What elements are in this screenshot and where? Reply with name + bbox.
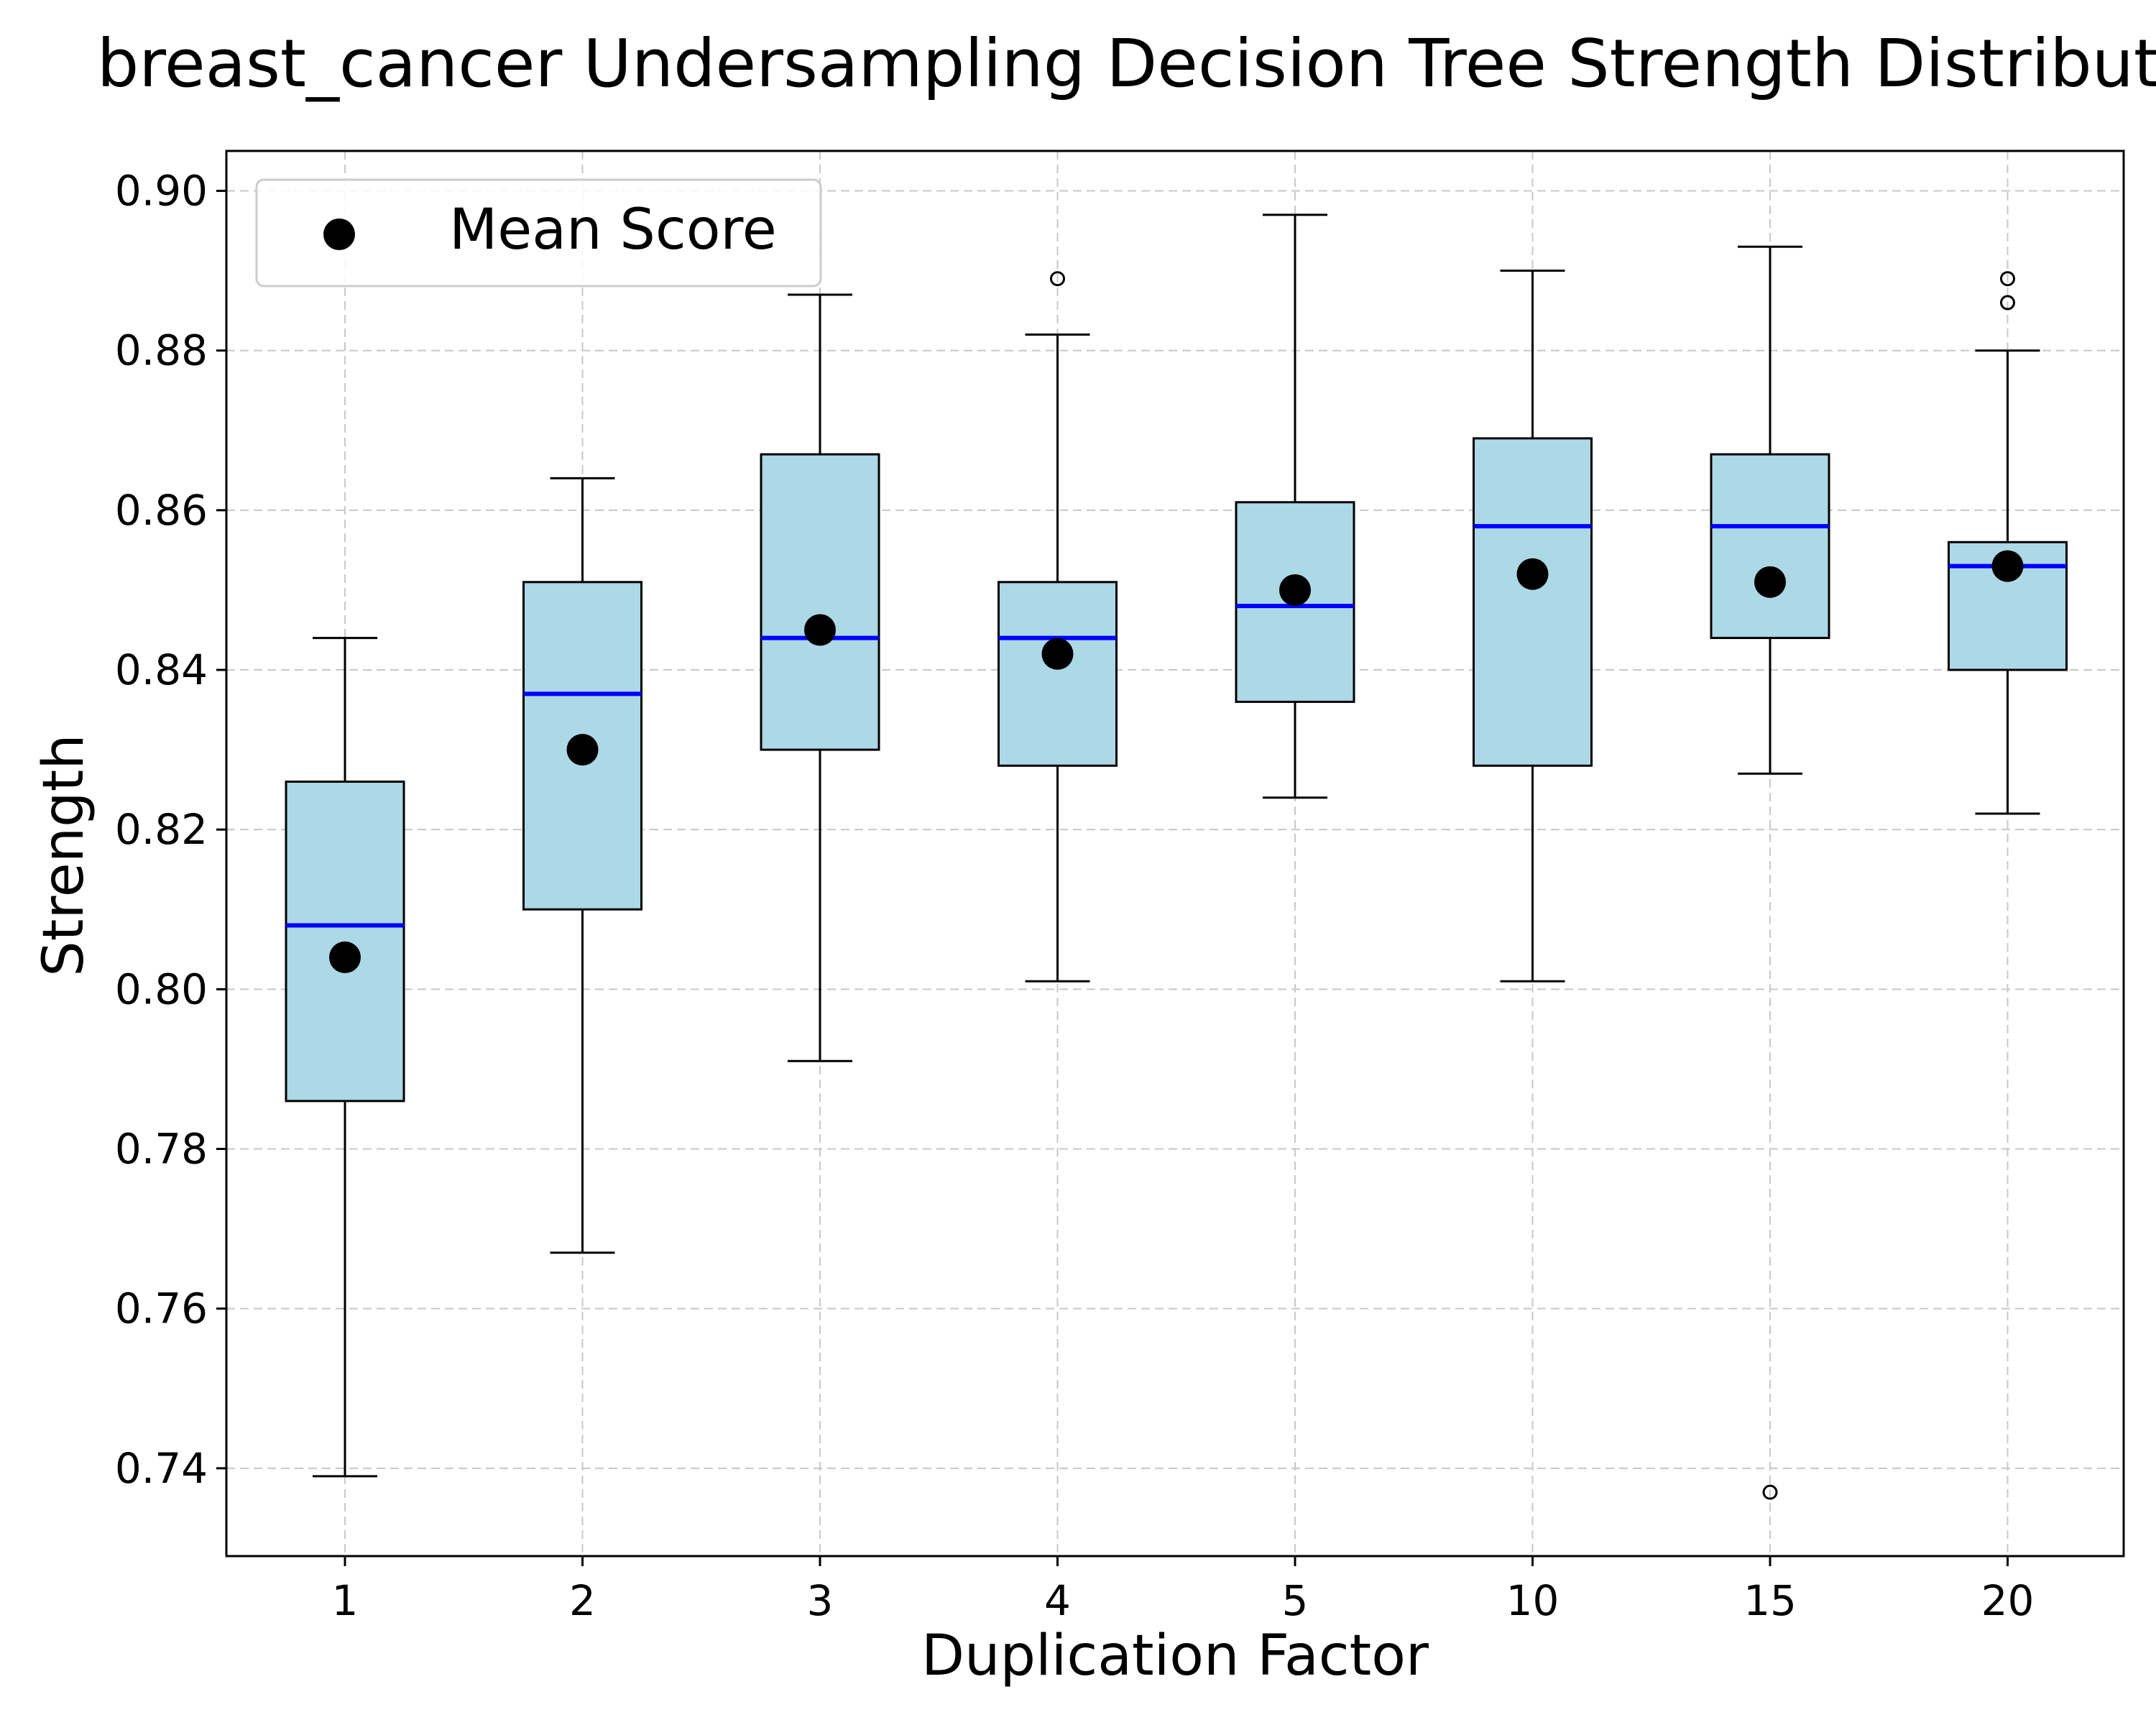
outlier-point — [1762, 1484, 1778, 1500]
box-iqr — [1473, 437, 1593, 767]
y-tick-label: 0.78 — [115, 1124, 208, 1173]
outlier-point — [2000, 271, 2015, 287]
outlier-point — [2000, 295, 2015, 310]
box-plot-series — [285, 213, 2068, 1500]
x-tick-label: 4 — [1044, 1576, 1071, 1625]
axes: 0.74 0.76 0.78 0.80 0.82 0.84 0.86 0.88 0.90 1 2 3 4… — [115, 167, 2035, 1625]
mean-marker — [1516, 558, 1549, 590]
outlier-point — [1050, 271, 1065, 287]
x-tick-label: 3 — [807, 1576, 834, 1625]
box-iqr — [1710, 453, 1830, 640]
box-group-15 — [1710, 245, 1830, 1500]
mean-marker — [804, 614, 836, 646]
box-group-3 — [760, 293, 880, 1062]
x-tick-label: 10 — [1506, 1576, 1560, 1625]
legend-label-mean-score: Mean Score — [449, 198, 777, 262]
mean-marker — [1041, 638, 1074, 670]
box-iqr — [760, 453, 880, 751]
mean-marker — [1754, 566, 1786, 598]
box-iqr — [998, 581, 1118, 767]
y-tick-label: 0.76 — [115, 1284, 208, 1333]
y-tick-label: 0.82 — [115, 805, 208, 854]
y-tick-label: 0.80 — [115, 965, 208, 1013]
y-tick-label: 0.74 — [115, 1444, 208, 1493]
y-tick-label: 0.86 — [115, 486, 208, 535]
box-group-4 — [998, 271, 1118, 983]
grid-lines — [226, 151, 2124, 1556]
mean-marker — [566, 734, 599, 766]
x-tick-label: 20 — [1981, 1576, 2035, 1625]
mean-marker — [1991, 550, 2024, 582]
y-tick-label: 0.84 — [115, 645, 208, 694]
box-iqr — [285, 781, 405, 1103]
x-axis-label: Duplication Factor — [921, 1624, 1429, 1688]
legend-box — [255, 178, 822, 288]
y-axis-label: Strength — [32, 734, 96, 976]
box-group-10 — [1473, 270, 1593, 983]
legend-marker-mean-score — [323, 218, 355, 250]
box-group-5 — [1235, 213, 1355, 799]
x-tick-label: 5 — [1282, 1576, 1309, 1625]
x-tick-label: 2 — [569, 1576, 596, 1625]
box-group-2 — [522, 477, 642, 1254]
box-group-20 — [1948, 271, 2068, 815]
plot-frame — [225, 150, 2125, 1558]
box-group-1 — [285, 637, 405, 1478]
x-tick-label: 1 — [332, 1576, 359, 1625]
y-tick-label: 0.88 — [115, 326, 208, 375]
x-tick-label: 15 — [1743, 1576, 1797, 1625]
mean-marker — [329, 941, 361, 973]
chart-title: breast_cancer Undersampling Decision Tre… — [97, 25, 2156, 102]
legend: Mean Score — [255, 178, 822, 288]
y-tick-label: 0.90 — [115, 167, 208, 216]
mean-marker — [1279, 574, 1311, 606]
